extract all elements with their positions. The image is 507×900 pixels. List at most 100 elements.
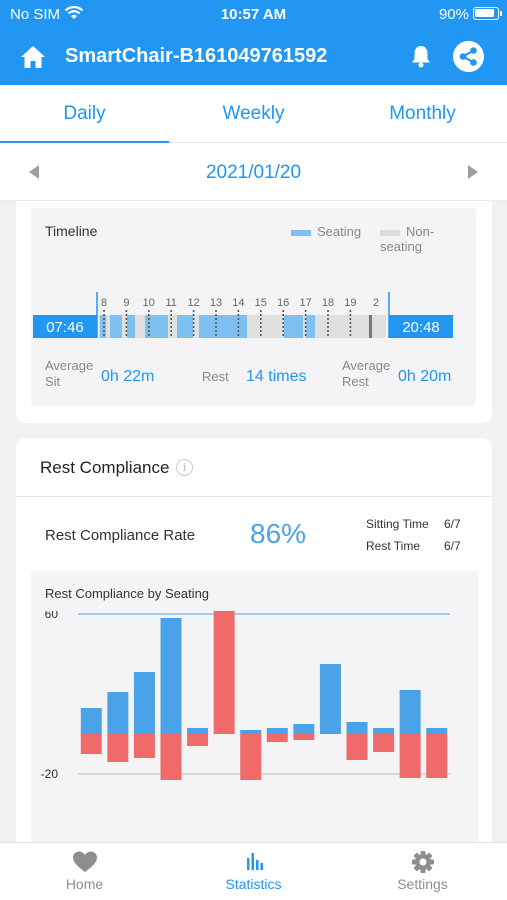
compliance-chart-panel: Rest Compliance by Seating 60 -20	[31, 571, 478, 858]
seating-swatch	[291, 229, 311, 236]
start-time-box	[33, 315, 97, 338]
hour-label: 8	[101, 297, 107, 309]
y-tick-label: -20	[41, 767, 59, 781]
seating-segment	[110, 315, 122, 338]
chart-title: Rest Compliance by Seating	[45, 586, 210, 601]
bar-seating-9	[293, 724, 315, 734]
hour-label: 9	[123, 297, 129, 309]
timeline-card: Timeline Seating Non-seating 8 9 10 11 12 13 1…	[16, 201, 492, 423]
rest-time-label: Rest Time	[366, 539, 421, 553]
wifi-icon	[64, 5, 84, 19]
bottom-tab-bar: Home Statistics Settings	[0, 842, 507, 900]
app-bar: SmartChair-B161049761592	[0, 28, 507, 85]
hour-label: 18	[322, 297, 334, 309]
period-tabs: Daily Weekly Monthly	[0, 85, 507, 143]
end-time: 20:48	[402, 319, 440, 336]
rest-compliance-card: Rest Compliance i Rest Compliance Rate 8…	[16, 438, 492, 858]
bar-seating-10	[319, 664, 341, 734]
tab-settings[interactable]: Settings	[338, 843, 507, 900]
tab-settings-label: Settings	[397, 876, 448, 892]
hour-label: 14	[232, 297, 244, 309]
legend-nonseating-label: Non-seating	[380, 224, 435, 254]
hour-label: 17	[299, 297, 311, 309]
bar-rest-5	[187, 734, 209, 746]
hour-label: 16	[277, 297, 289, 309]
bar-seating-14	[426, 728, 448, 734]
share-icon[interactable]	[453, 41, 484, 72]
divider	[16, 496, 492, 497]
carrier-label: No SIM	[10, 6, 61, 23]
rest-count-label: Rest	[202, 369, 229, 384]
legend-seating-label: Seating	[317, 224, 362, 239]
timeline-title: Timeline	[45, 223, 98, 239]
hour-label: 10	[143, 297, 155, 309]
bar-chart-icon	[247, 853, 263, 870]
bar-seating-13	[399, 690, 421, 734]
battery-percent: 90%	[438, 6, 469, 23]
device-title: SmartChair-B161049761592	[65, 45, 328, 67]
bar-rest-12	[373, 734, 395, 752]
hour-label: 2	[373, 297, 379, 309]
hour-label: 13	[210, 297, 222, 309]
tab-statistics[interactable]: Statistics	[169, 843, 338, 900]
bar-rest-8	[266, 734, 288, 742]
average-rest-value: 0h 20m	[398, 368, 452, 385]
status-bar: No SIM 10:57 AM 90%	[0, 0, 507, 28]
tab-weekly[interactable]: Weekly	[222, 103, 285, 124]
info-icon[interactable]: i	[176, 459, 193, 476]
seating-segment	[284, 315, 303, 338]
tab-home[interactable]: Home	[0, 843, 169, 900]
next-date-arrow-icon[interactable]	[468, 165, 478, 179]
bar-seating-7	[240, 730, 262, 734]
seating-segment	[145, 315, 168, 338]
bar-seating-8	[266, 728, 288, 734]
selected-date: 2021/01/20	[205, 162, 302, 183]
seating-segment	[177, 315, 193, 338]
bell-icon[interactable]	[408, 43, 434, 69]
active-tab-indicator	[0, 141, 169, 143]
tab-statistics-label: Statistics	[225, 876, 282, 892]
timeline-chart: 8 9 10 11 12 13 14 15 16 17 18 19 2 07:46 20:48	[33, 292, 453, 338]
bar-seating-3	[133, 672, 155, 734]
clock: 10:57 AM	[220, 6, 287, 23]
bar-seating-12	[373, 728, 395, 734]
rest-count-value: 14 times	[246, 368, 307, 385]
bar-rest-7	[240, 734, 262, 780]
date-selector: 2021/01/20	[0, 143, 507, 201]
start-time: 07:46	[46, 319, 84, 336]
bar-seating-4	[160, 618, 182, 734]
average-rest-label: Average Rest	[342, 358, 391, 389]
bar-rest-2	[107, 734, 129, 762]
compliance-rate-label: Rest Compliance Rate	[45, 527, 196, 544]
heart-icon	[73, 851, 97, 872]
hour-label: 15	[255, 297, 267, 309]
bar-seating-2	[107, 692, 129, 734]
hour-label: 12	[187, 297, 199, 309]
sitting-time-label: Sitting Time	[366, 517, 429, 531]
hour-label: 11	[165, 297, 176, 309]
bar-rest-13	[399, 734, 421, 778]
bar-rest-9	[293, 734, 315, 740]
bar-rest-4	[160, 734, 182, 780]
legend-nonseating: Non-seating	[380, 224, 476, 254]
bar-rest-6	[213, 611, 235, 734]
seating-segment	[199, 315, 247, 338]
previous-date-arrow-icon[interactable]	[29, 165, 39, 179]
bar-rest-14	[426, 734, 448, 778]
compliance-bar-chart: 60 -20	[41, 611, 450, 781]
bar-seating-5	[187, 728, 209, 734]
battery-icon	[473, 7, 502, 20]
tab-home-label: Home	[65, 876, 104, 892]
seating-segment	[127, 315, 135, 338]
current-time-marker	[369, 315, 372, 338]
rest-compliance-title: Rest Compliance	[40, 458, 170, 477]
tab-daily[interactable]: Daily	[63, 103, 106, 124]
bar-rest-11	[346, 734, 368, 760]
legend-seating: Seating	[291, 224, 361, 239]
tab-monthly[interactable]: Monthly	[389, 103, 456, 124]
average-sit-value: 0h 22m	[101, 368, 155, 385]
seating-segment	[100, 315, 106, 338]
gear-icon	[412, 851, 434, 873]
home-icon[interactable]	[20, 44, 46, 70]
bar-rest-1	[80, 734, 102, 754]
